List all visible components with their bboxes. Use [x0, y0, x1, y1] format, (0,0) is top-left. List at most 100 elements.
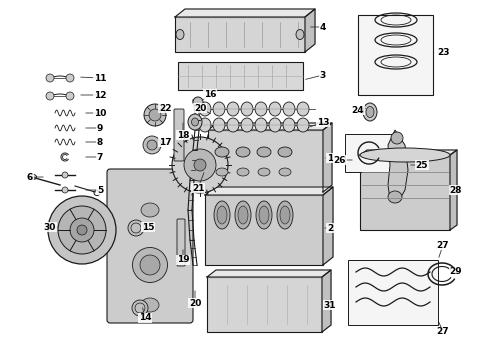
Ellipse shape	[256, 201, 272, 229]
Ellipse shape	[227, 102, 239, 116]
Circle shape	[143, 136, 161, 154]
Text: 27: 27	[437, 240, 449, 249]
Text: 20: 20	[189, 298, 201, 307]
Circle shape	[184, 149, 216, 181]
Circle shape	[132, 300, 148, 316]
Ellipse shape	[188, 114, 202, 130]
Ellipse shape	[255, 102, 267, 116]
Text: 21: 21	[192, 184, 204, 193]
Ellipse shape	[297, 118, 309, 132]
Ellipse shape	[141, 298, 159, 312]
Ellipse shape	[214, 201, 230, 229]
Circle shape	[62, 187, 68, 193]
Text: 27: 27	[437, 328, 449, 337]
Ellipse shape	[192, 118, 198, 126]
Ellipse shape	[176, 30, 184, 40]
Text: 6: 6	[27, 172, 33, 181]
Text: 24: 24	[352, 105, 364, 114]
Ellipse shape	[388, 191, 402, 203]
Ellipse shape	[279, 168, 291, 176]
Polygon shape	[323, 123, 332, 192]
Polygon shape	[205, 187, 333, 195]
Ellipse shape	[235, 201, 251, 229]
Text: 5: 5	[97, 185, 103, 194]
Ellipse shape	[140, 255, 160, 275]
Polygon shape	[360, 150, 457, 155]
Text: 29: 29	[450, 267, 462, 276]
Ellipse shape	[283, 102, 295, 116]
Polygon shape	[175, 9, 315, 17]
Ellipse shape	[241, 102, 253, 116]
Polygon shape	[450, 150, 457, 230]
Ellipse shape	[391, 132, 403, 144]
Text: 1: 1	[327, 153, 333, 162]
Text: 17: 17	[159, 138, 171, 147]
Text: 12: 12	[94, 90, 106, 99]
FancyBboxPatch shape	[205, 195, 323, 265]
Text: 30: 30	[44, 222, 56, 231]
Ellipse shape	[199, 118, 211, 132]
Ellipse shape	[269, 102, 281, 116]
Circle shape	[77, 225, 87, 235]
Ellipse shape	[193, 97, 203, 107]
Text: 10: 10	[94, 108, 106, 117]
Polygon shape	[388, 130, 408, 202]
Circle shape	[46, 92, 54, 100]
Ellipse shape	[217, 206, 227, 224]
Text: 2: 2	[327, 224, 333, 233]
Ellipse shape	[255, 118, 267, 132]
Text: 14: 14	[139, 314, 151, 323]
Ellipse shape	[259, 206, 269, 224]
Polygon shape	[208, 123, 332, 130]
Ellipse shape	[283, 118, 295, 132]
Ellipse shape	[241, 118, 253, 132]
Text: 3: 3	[320, 71, 326, 80]
Text: 11: 11	[94, 73, 106, 82]
Ellipse shape	[236, 147, 250, 157]
Ellipse shape	[237, 168, 249, 176]
Polygon shape	[322, 270, 331, 332]
FancyBboxPatch shape	[174, 109, 184, 161]
Circle shape	[58, 206, 106, 254]
Polygon shape	[305, 9, 315, 52]
FancyBboxPatch shape	[178, 62, 303, 90]
FancyBboxPatch shape	[207, 277, 322, 332]
Ellipse shape	[238, 206, 248, 224]
Text: 19: 19	[177, 256, 189, 265]
Text: 26: 26	[334, 156, 346, 165]
Text: 15: 15	[142, 222, 154, 231]
Text: 20: 20	[194, 104, 206, 112]
Ellipse shape	[215, 147, 229, 157]
Circle shape	[149, 109, 161, 121]
Ellipse shape	[227, 118, 239, 132]
Circle shape	[62, 172, 68, 178]
Ellipse shape	[213, 118, 225, 132]
Text: 25: 25	[416, 161, 428, 170]
FancyBboxPatch shape	[358, 15, 433, 95]
Circle shape	[194, 159, 206, 171]
Ellipse shape	[363, 103, 377, 121]
Text: 28: 28	[450, 185, 462, 194]
Text: 7: 7	[97, 153, 103, 162]
Text: 16: 16	[204, 90, 216, 99]
Ellipse shape	[278, 147, 292, 157]
Ellipse shape	[360, 148, 450, 162]
Circle shape	[128, 220, 144, 236]
Text: 18: 18	[177, 131, 189, 140]
Ellipse shape	[258, 168, 270, 176]
Ellipse shape	[280, 206, 290, 224]
Circle shape	[48, 196, 116, 264]
Text: 23: 23	[437, 48, 449, 57]
FancyBboxPatch shape	[107, 169, 193, 323]
FancyBboxPatch shape	[345, 134, 393, 172]
Circle shape	[66, 74, 74, 82]
Polygon shape	[323, 187, 333, 265]
Text: 9: 9	[97, 123, 103, 132]
Text: 8: 8	[97, 138, 103, 147]
Ellipse shape	[296, 30, 304, 40]
Ellipse shape	[366, 107, 374, 117]
Circle shape	[46, 74, 54, 82]
Ellipse shape	[199, 102, 211, 116]
Circle shape	[147, 140, 157, 150]
Text: 13: 13	[317, 117, 329, 126]
